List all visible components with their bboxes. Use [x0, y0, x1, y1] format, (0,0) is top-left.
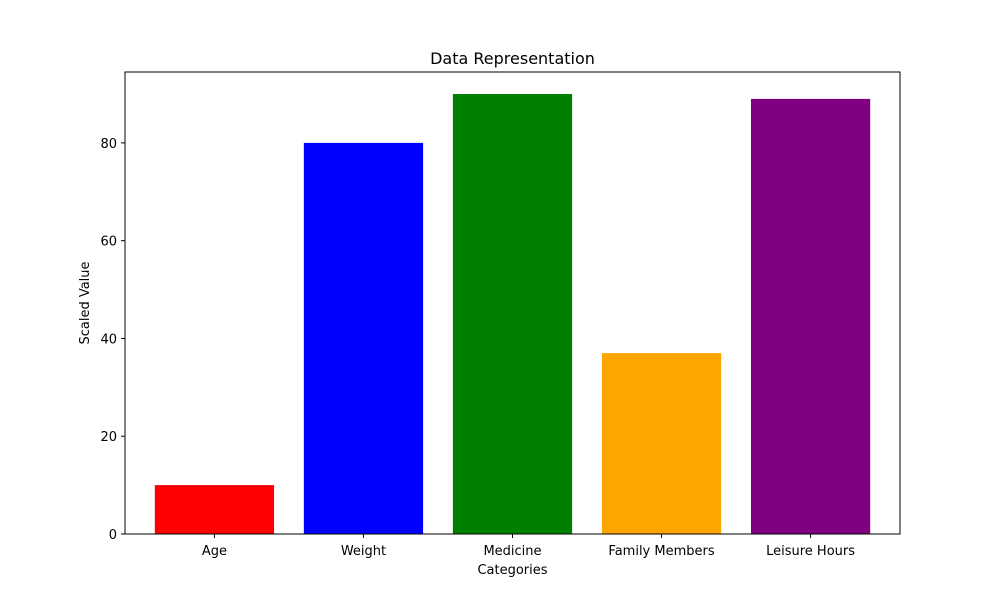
bar-weight: [303, 142, 424, 534]
x-tick-label: Weight: [341, 544, 386, 559]
x-tick-label: Leisure Hours: [766, 544, 855, 559]
bars-layer: [154, 94, 871, 534]
y-tick-label: 60: [100, 235, 117, 250]
x-axis-ticks: Age Weight Medicine Family Members Leisure H…: [202, 534, 855, 559]
y-axis-ticks: 0 20 40 60 80: [100, 137, 125, 543]
y-tick-label: 20: [100, 430, 117, 445]
bar-medicine: [452, 94, 573, 534]
bar-family-members: [601, 353, 722, 534]
x-tick-label: Family Members: [608, 544, 714, 559]
x-axis-label: Categories: [477, 563, 547, 578]
y-tick-label: 0: [109, 528, 117, 543]
x-tick-label: Medicine: [483, 544, 541, 559]
y-tick-label: 40: [100, 332, 117, 347]
bar-leisure-hours: [750, 98, 871, 534]
x-tick-label: Age: [202, 544, 227, 559]
y-axis-label: Scaled Value: [78, 261, 93, 344]
chart-title: Data Representation: [430, 49, 595, 68]
bar-age: [154, 485, 275, 534]
y-tick-label: 80: [100, 137, 117, 152]
